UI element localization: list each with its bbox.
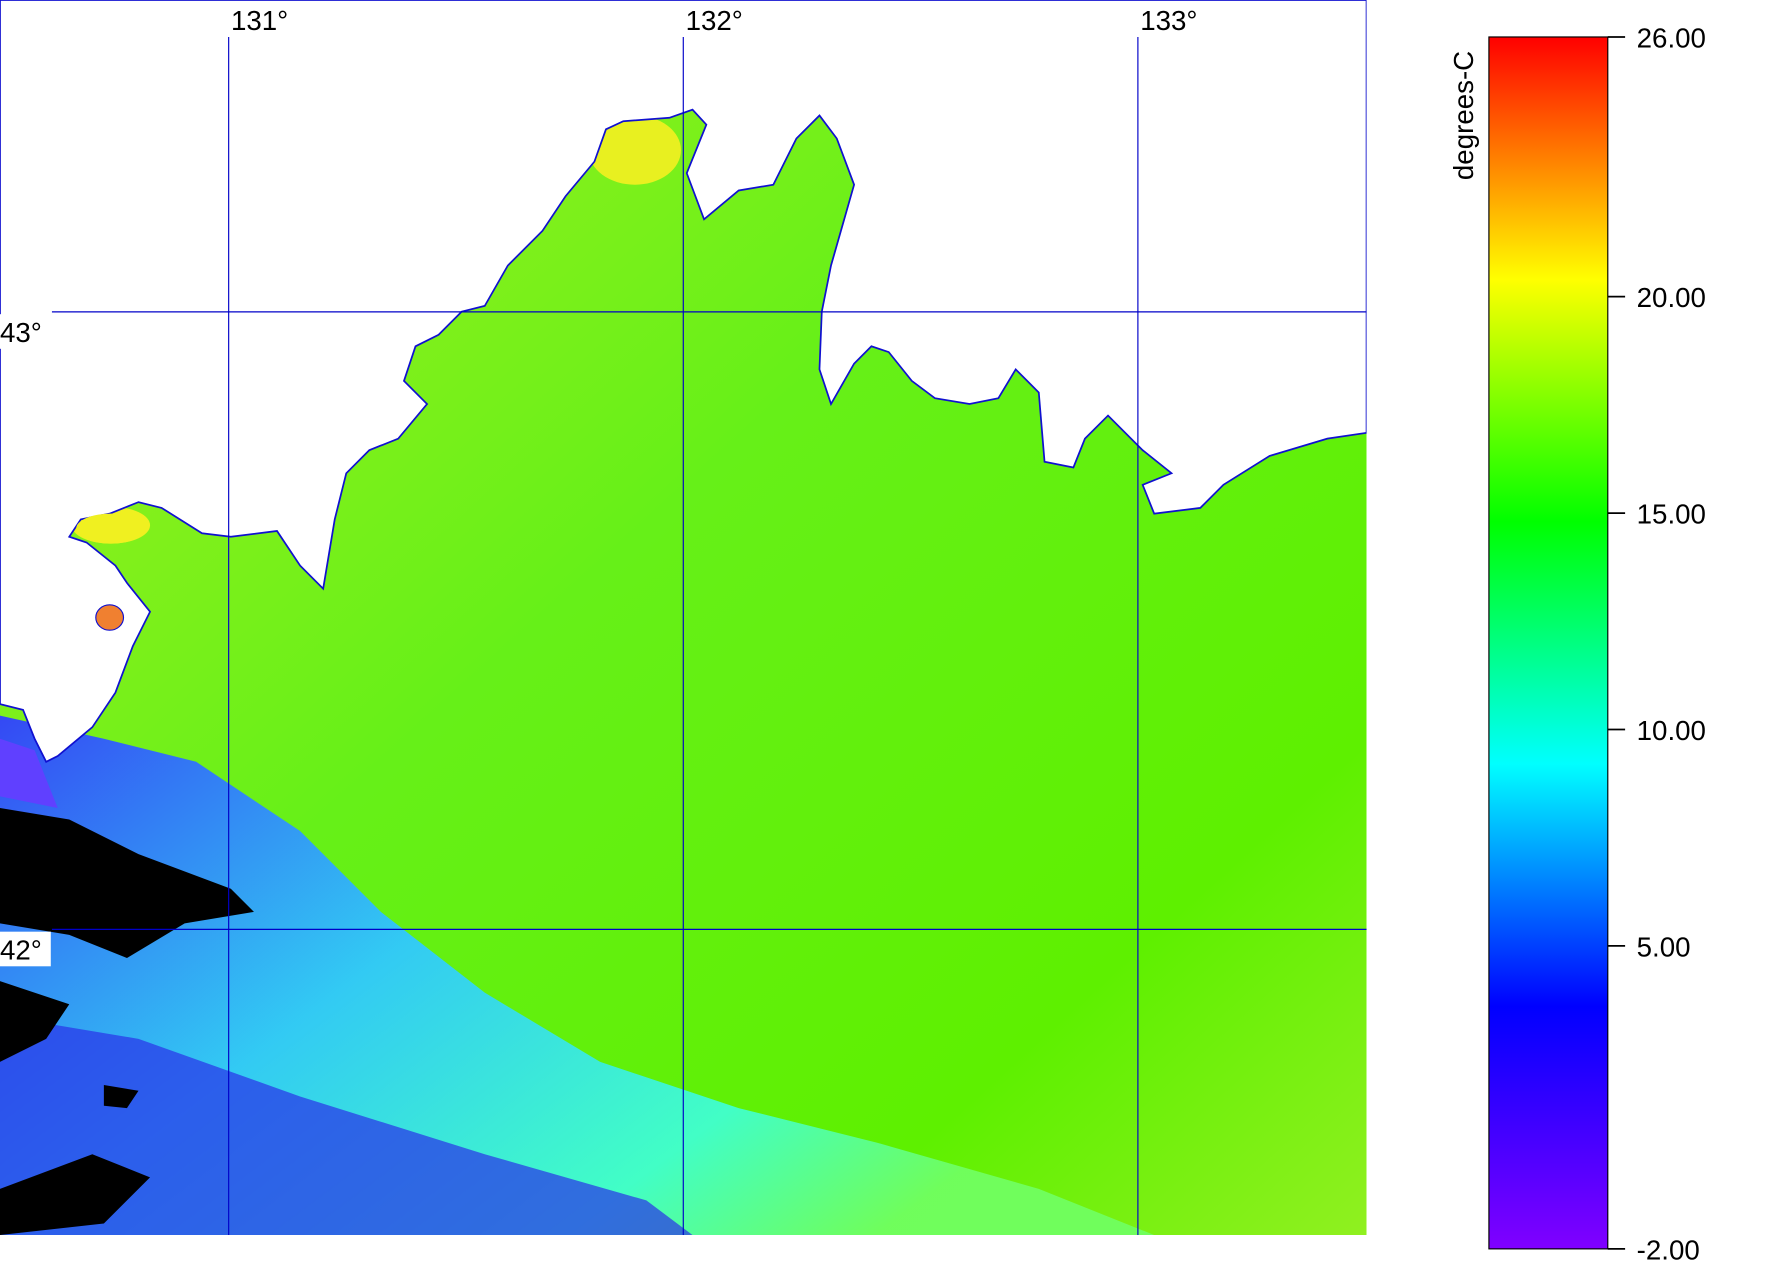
- graticule: 131° 132° 133° 43° 42°: [0, 5, 1367, 1236]
- colorbar-tick-label: -2.00: [1637, 1234, 1700, 1265]
- colorbar-tick-label: 10.00: [1637, 715, 1706, 746]
- lat-label: 43°: [0, 317, 42, 348]
- cloud-mask: [0, 981, 151, 1236]
- lon-label: 131°: [231, 5, 288, 36]
- colorbar-label: degrees-C: [1448, 51, 1479, 180]
- land: [0, 0, 1367, 763]
- cold-core: [0, 1015, 693, 1236]
- lat-label-bg: [0, 314, 51, 349]
- lon-label: 132°: [686, 5, 743, 36]
- warm-lagoon: [95, 604, 125, 631]
- colorbar-tick-label: 15.00: [1637, 498, 1706, 529]
- warm-bay: [588, 115, 681, 185]
- colorbar-tick-label: 20.00: [1637, 282, 1706, 313]
- cloud-mask: [0, 807, 254, 959]
- colorbar: [1488, 36, 1609, 1250]
- colorbar-tick-label: 5.00: [1637, 931, 1691, 962]
- lon-label: 133°: [1140, 5, 1197, 36]
- warm-bay: [76, 513, 146, 544]
- lat-label-bg: [0, 931, 51, 967]
- lat-label: 42°: [0, 934, 42, 965]
- colorbar-tick-label: 26.00: [1637, 22, 1706, 53]
- cold-patch: [0, 738, 58, 808]
